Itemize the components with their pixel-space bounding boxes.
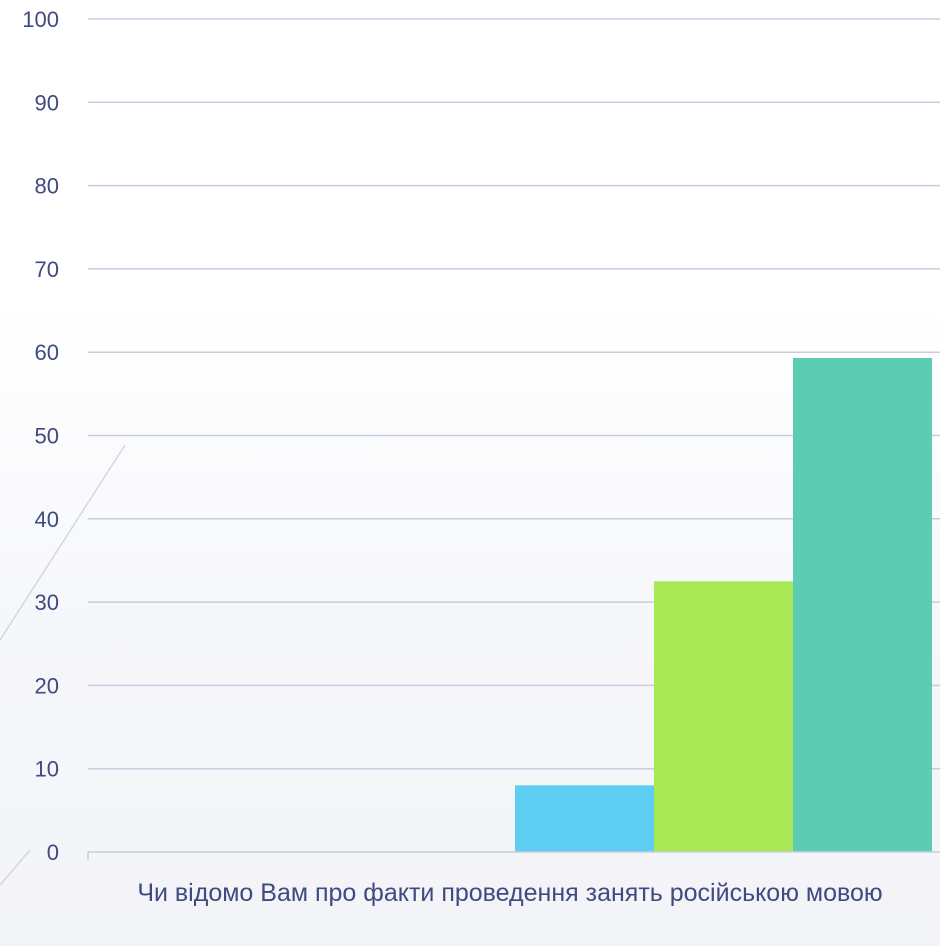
y-tick-label: 20: [35, 673, 59, 698]
decorative-lines: [0, 444, 126, 886]
category-label: Чи відомо Вам про факти проведення занят…: [137, 879, 883, 907]
y-tick-label: 90: [35, 90, 59, 115]
bar-series-2: [515, 785, 654, 852]
y-tick-label: 80: [35, 174, 59, 199]
gridlines: [88, 18, 940, 770]
y-tick-label: 50: [35, 424, 59, 449]
y-tick-label: 0: [47, 840, 59, 865]
y-axis-ticks: 0 10 20 30 40 50 60 70 80 90 100: [22, 7, 59, 865]
bar-series-3: [654, 581, 793, 852]
decorative-line: [0, 444, 126, 641]
y-tick-label: 40: [35, 507, 59, 532]
y-tick-label: 60: [35, 340, 59, 365]
y-tick-label: 100: [22, 7, 59, 32]
bars: [515, 358, 932, 852]
decorative-line: [0, 849, 31, 886]
x-axis: [87, 851, 940, 860]
bar-series-4: [793, 358, 932, 852]
y-tick-label: 10: [35, 757, 59, 782]
y-tick-label: 30: [35, 590, 59, 615]
y-tick-label: 70: [35, 257, 59, 282]
